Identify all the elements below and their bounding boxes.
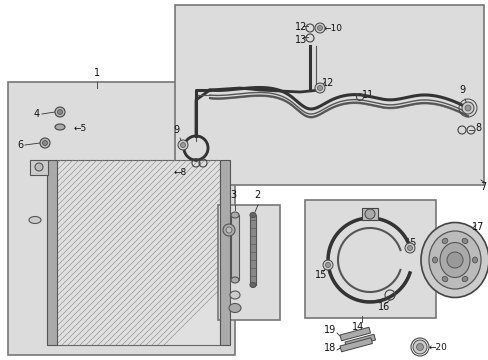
Circle shape xyxy=(364,209,374,219)
Text: 12: 12 xyxy=(294,22,307,32)
Ellipse shape xyxy=(461,238,467,244)
Ellipse shape xyxy=(441,276,447,282)
Ellipse shape xyxy=(229,291,240,299)
Text: ←10: ←10 xyxy=(324,24,342,33)
Circle shape xyxy=(317,86,322,90)
Bar xyxy=(249,215,256,285)
Circle shape xyxy=(407,246,412,251)
Circle shape xyxy=(416,343,423,351)
Text: 15: 15 xyxy=(404,238,417,248)
Bar xyxy=(230,215,239,280)
Circle shape xyxy=(464,105,470,111)
Ellipse shape xyxy=(230,212,239,218)
Circle shape xyxy=(42,140,47,145)
Ellipse shape xyxy=(441,238,447,244)
Text: 13: 13 xyxy=(294,35,306,45)
Polygon shape xyxy=(55,160,220,345)
Text: 16: 16 xyxy=(377,302,389,312)
Text: 9: 9 xyxy=(173,125,179,135)
Ellipse shape xyxy=(55,124,65,130)
Ellipse shape xyxy=(428,231,480,289)
Circle shape xyxy=(223,224,235,236)
Text: 1: 1 xyxy=(94,68,100,78)
Bar xyxy=(8,82,235,355)
Text: 15: 15 xyxy=(314,270,326,280)
Ellipse shape xyxy=(439,243,469,278)
Ellipse shape xyxy=(230,277,239,283)
Text: ←5: ←5 xyxy=(74,124,87,133)
Circle shape xyxy=(55,107,65,117)
Text: 9: 9 xyxy=(458,85,464,95)
Text: 14: 14 xyxy=(351,322,364,332)
Circle shape xyxy=(323,260,332,270)
Text: 12: 12 xyxy=(321,78,334,88)
Text: 17: 17 xyxy=(471,222,484,232)
Text: ←8: ←8 xyxy=(173,168,186,177)
Ellipse shape xyxy=(249,283,256,288)
Circle shape xyxy=(180,143,185,148)
Text: ←20: ←20 xyxy=(428,342,447,351)
Text: 19: 19 xyxy=(323,325,335,335)
Circle shape xyxy=(404,243,414,253)
Circle shape xyxy=(461,102,473,114)
Circle shape xyxy=(178,140,187,150)
Text: 6: 6 xyxy=(17,140,23,150)
Circle shape xyxy=(58,109,62,114)
Circle shape xyxy=(314,83,325,93)
Bar xyxy=(218,205,280,320)
Bar xyxy=(30,160,48,175)
Circle shape xyxy=(317,26,322,31)
Text: 8: 8 xyxy=(474,123,480,133)
Bar xyxy=(305,200,435,318)
Circle shape xyxy=(35,163,43,171)
Ellipse shape xyxy=(461,276,467,282)
Circle shape xyxy=(40,138,50,148)
Bar xyxy=(175,5,483,185)
Text: 3: 3 xyxy=(229,190,236,200)
Circle shape xyxy=(225,227,231,233)
Bar xyxy=(339,338,372,352)
Text: 18: 18 xyxy=(323,343,335,353)
Ellipse shape xyxy=(420,222,488,297)
Ellipse shape xyxy=(431,257,437,263)
Text: 11: 11 xyxy=(361,90,373,100)
Bar xyxy=(47,160,57,345)
Text: 4: 4 xyxy=(34,109,40,119)
Bar xyxy=(339,327,370,341)
Circle shape xyxy=(325,262,330,267)
Text: 2: 2 xyxy=(253,190,260,200)
Circle shape xyxy=(446,252,462,268)
Circle shape xyxy=(412,340,426,354)
Bar xyxy=(220,160,229,345)
Ellipse shape xyxy=(228,303,241,312)
Bar xyxy=(345,334,375,348)
Ellipse shape xyxy=(29,216,41,224)
Ellipse shape xyxy=(471,257,476,263)
Circle shape xyxy=(314,23,325,33)
Ellipse shape xyxy=(249,212,256,217)
Bar xyxy=(361,208,377,220)
Text: 7: 7 xyxy=(479,182,485,192)
